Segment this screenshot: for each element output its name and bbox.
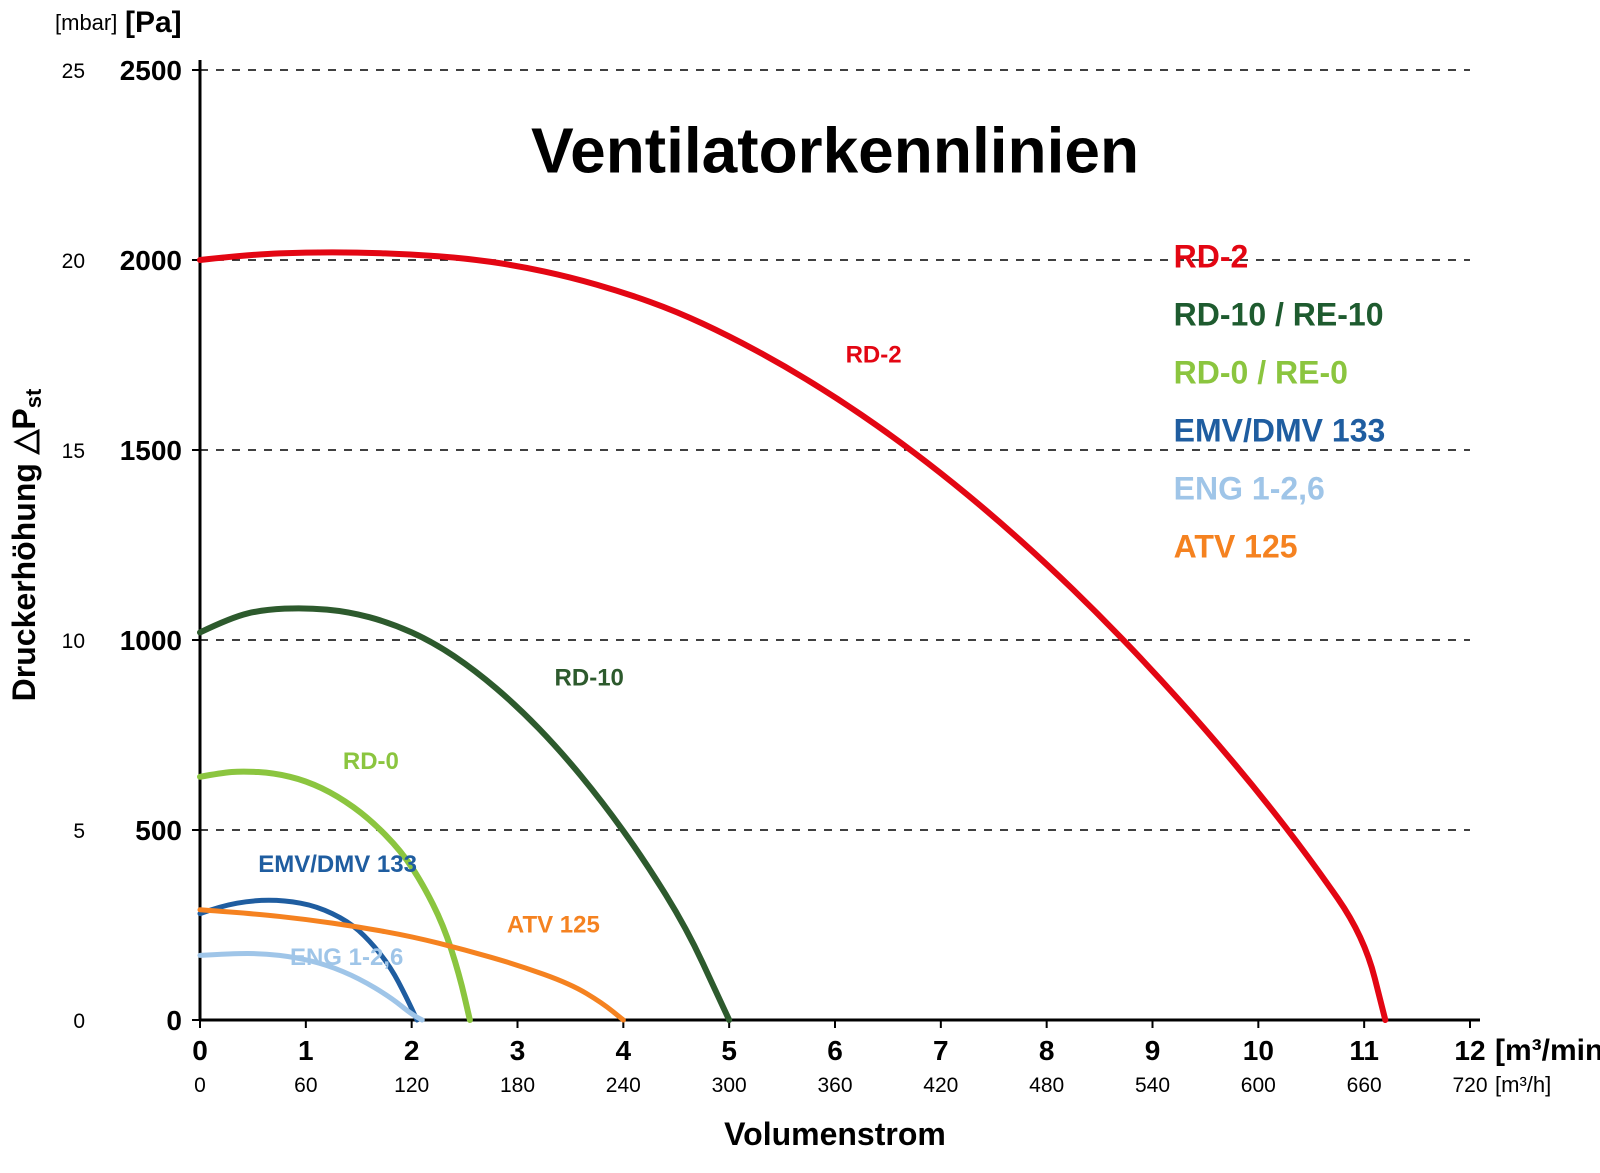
x-tick-label-m3h: 360 [817,1074,852,1097]
y-tick-label-pa: 1000 [120,625,182,656]
y-unit-mbar: [mbar] [55,10,117,35]
x-tick-label-m3h: 120 [394,1074,429,1097]
y-unit-pa: [Pa] [125,6,182,39]
chart-title: Ventilatorkennlinien [531,115,1139,187]
fan-curve-chart: 0050051000101500152000202500250016021203… [0,0,1600,1173]
y-axis-label: Druckerhöhung △Pst [6,388,46,701]
y-tick-label-pa: 500 [135,815,182,846]
x-tick-label-m3h: 600 [1241,1074,1276,1097]
x-tick-label-m3min: 12 [1454,1035,1485,1066]
x-tick-label-m3min: 9 [1145,1035,1161,1066]
x-tick-label-m3h: 240 [606,1074,641,1097]
legend-item: RD-2 [1174,239,1249,275]
x-tick-label-m3min: 10 [1243,1035,1274,1066]
curve-rd-0 [200,772,470,1020]
legend-item: RD-0 / RE-0 [1174,355,1348,391]
legend-item: RD-10 / RE-10 [1174,297,1384,333]
curve-label: RD-10 [555,665,624,692]
x-tick-label-m3h: 180 [500,1074,535,1097]
x-tick-label-m3min: 2 [404,1035,420,1066]
x-tick-label-m3h: 300 [712,1074,747,1097]
y-tick-label-mbar: 25 [62,60,85,83]
x-tick-label-m3min: 3 [510,1035,526,1066]
x-tick-label-m3min: 6 [827,1035,843,1066]
x-tick-label-m3min: 7 [933,1035,949,1066]
x-axis-label: Volumenstrom [724,1116,946,1152]
x-tick-label-m3h: 720 [1452,1074,1487,1097]
x-unit-m3h: [m³/h] [1495,1072,1551,1097]
x-unit-m3min: [m³/min] [1495,1034,1600,1067]
x-tick-label-m3min: 5 [721,1035,737,1066]
x-tick-label-m3h: 0 [194,1074,206,1097]
x-tick-label-m3min: 0 [192,1035,208,1066]
x-tick-label-m3h: 480 [1029,1074,1064,1097]
x-tick-label-m3min: 8 [1039,1035,1055,1066]
curve-label: RD-0 [343,748,399,775]
x-tick-label-m3h: 540 [1135,1074,1170,1097]
y-tick-label-pa: 2000 [120,245,182,276]
x-tick-label-m3min: 11 [1349,1035,1379,1066]
x-tick-label-m3h: 420 [923,1074,958,1097]
legend-item: EMV/DMV 133 [1174,413,1386,449]
x-tick-label-m3min: 1 [298,1035,314,1066]
x-tick-label-m3h: 660 [1347,1074,1382,1097]
y-tick-label-mbar: 0 [73,1010,85,1033]
y-tick-label-mbar: 15 [62,440,85,463]
y-tick-label-mbar: 5 [73,820,85,843]
y-tick-label-mbar: 20 [62,250,85,273]
curve-rd-10 [200,608,729,1020]
x-tick-label-m3h: 60 [294,1074,317,1097]
x-tick-label-m3min: 4 [616,1035,632,1066]
curve-label: RD-2 [846,342,902,369]
y-tick-label-mbar: 10 [62,630,85,653]
curve-label: ATV 125 [507,912,600,939]
y-tick-label-pa: 0 [166,1005,182,1036]
curve-label: ENG 1-2,6 [290,944,403,971]
legend-item: ENG 1-2,6 [1174,471,1325,507]
legend-item: ATV 125 [1174,529,1298,565]
y-tick-label-pa: 1500 [120,435,182,466]
curve-label: EMV/DMV 133 [258,851,417,878]
y-tick-label-pa: 2500 [120,55,182,86]
